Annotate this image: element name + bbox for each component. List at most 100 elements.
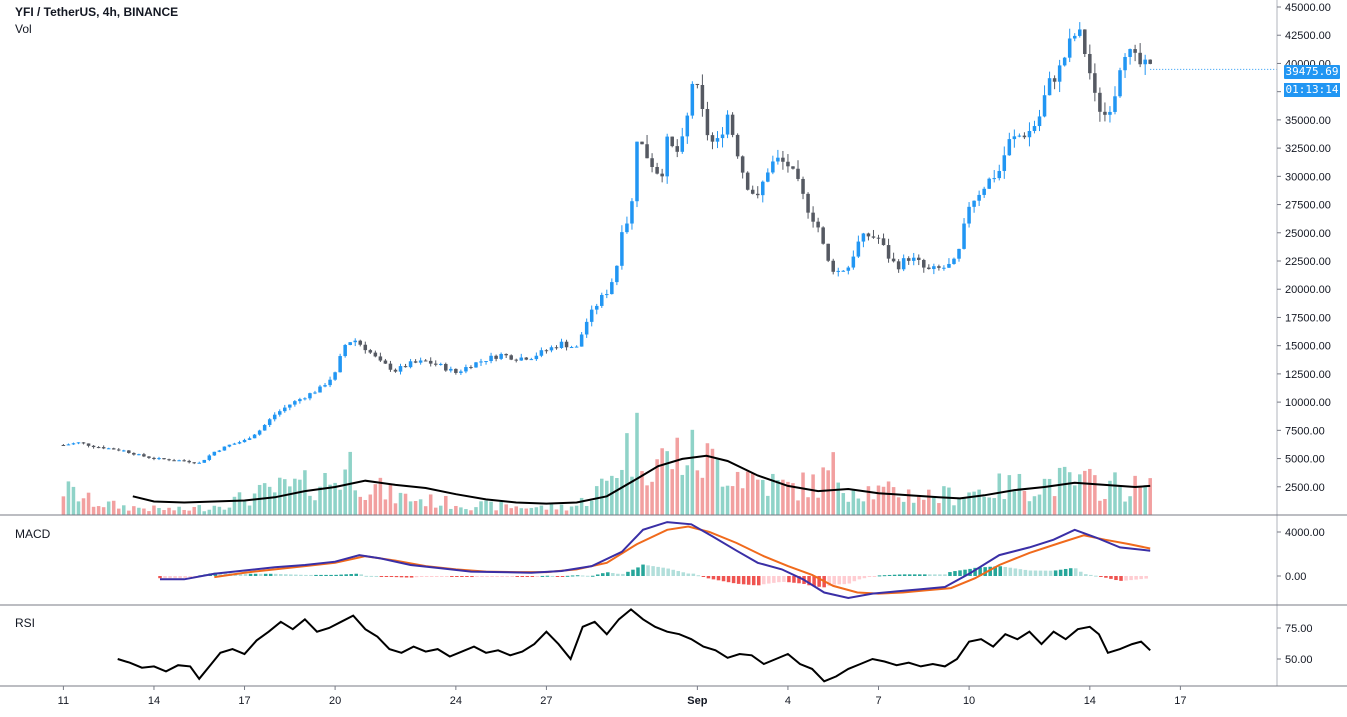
- macd-histogram-bar[interactable]: [480, 576, 484, 577]
- volume-bar[interactable]: [499, 501, 503, 515]
- rsi-pane[interactable]: [117, 608, 1151, 683]
- macd-histogram-bar[interactable]: [661, 567, 665, 576]
- candle[interactable]: [725, 114, 730, 135]
- macd-histogram-bar[interactable]: [1129, 576, 1133, 581]
- volume-bar[interactable]: [876, 485, 881, 515]
- volume-bar[interactable]: [423, 506, 428, 515]
- candle[interactable]: [952, 258, 956, 264]
- candle[interactable]: [1072, 35, 1077, 39]
- candle[interactable]: [368, 350, 373, 353]
- macd-histogram-bar[interactable]: [183, 576, 187, 579]
- macd-histogram-bar[interactable]: [631, 569, 635, 576]
- candle[interactable]: [816, 221, 820, 228]
- volume-bar[interactable]: [182, 509, 186, 515]
- volume-bar[interactable]: [574, 505, 579, 515]
- volume-bar[interactable]: [464, 509, 468, 515]
- macd-histogram-bar[interactable]: [1003, 566, 1008, 576]
- macd-histogram-bar[interactable]: [666, 568, 670, 576]
- volume-bar[interactable]: [750, 473, 755, 515]
- macd-histogram-bar[interactable]: [394, 576, 399, 578]
- volume-bar[interactable]: [866, 486, 871, 515]
- macd-histogram-bar[interactable]: [902, 574, 907, 576]
- candle[interactable]: [901, 258, 906, 270]
- macd-histogram-bar[interactable]: [289, 574, 293, 576]
- macd-label[interactable]: MACD: [15, 527, 51, 541]
- macd-histogram-bar[interactable]: [686, 573, 691, 576]
- macd-histogram-bar[interactable]: [1119, 576, 1123, 581]
- macd-histogram-bar[interactable]: [671, 569, 675, 576]
- macd-histogram-bar[interactable]: [852, 576, 857, 582]
- candle[interactable]: [1022, 135, 1027, 138]
- macd-histogram-bar[interactable]: [706, 576, 711, 579]
- volume-bar[interactable]: [252, 493, 257, 515]
- macd-histogram-bar[interactable]: [696, 575, 701, 577]
- volume-bar[interactable]: [106, 501, 111, 515]
- macd-histogram-bar[interactable]: [490, 576, 494, 577]
- candle[interactable]: [1093, 73, 1097, 93]
- volume-bar[interactable]: [841, 493, 846, 515]
- candle[interactable]: [574, 346, 579, 348]
- candle[interactable]: [137, 454, 141, 456]
- volume-bar[interactable]: [564, 510, 569, 515]
- candle[interactable]: [665, 136, 669, 177]
- candle[interactable]: [957, 248, 961, 259]
- candle[interactable]: [906, 258, 911, 261]
- volume-bar[interactable]: [670, 469, 674, 515]
- volume-bar[interactable]: [272, 492, 277, 515]
- macd-histogram-bar[interactable]: [369, 575, 374, 577]
- candle[interactable]: [283, 407, 287, 412]
- macd-histogram-bar[interactable]: [1058, 569, 1063, 576]
- volume-bar[interactable]: [1047, 478, 1052, 515]
- macd-histogram-bar[interactable]: [973, 567, 977, 576]
- volume-bar[interactable]: [635, 412, 639, 515]
- macd-histogram-bar[interactable]: [832, 576, 836, 585]
- candle[interactable]: [383, 360, 388, 364]
- volume-bar[interactable]: [922, 499, 926, 515]
- macd-histogram-bar[interactable]: [419, 576, 424, 577]
- candle[interactable]: [766, 172, 770, 182]
- candle[interactable]: [489, 355, 493, 362]
- macd-histogram-bar[interactable]: [1124, 576, 1128, 581]
- candle[interactable]: [705, 108, 710, 136]
- volume-bar[interactable]: [1088, 468, 1092, 515]
- candle[interactable]: [207, 455, 212, 460]
- volume-bar[interactable]: [383, 499, 388, 515]
- candle[interactable]: [242, 439, 247, 443]
- volume-bar[interactable]: [630, 476, 634, 515]
- macd-histogram-bar[interactable]: [434, 576, 439, 577]
- candle[interactable]: [982, 188, 986, 195]
- macd-histogram-bar[interactable]: [681, 572, 686, 576]
- candle[interactable]: [1148, 59, 1152, 64]
- macd-histogram-bar[interactable]: [1104, 576, 1108, 578]
- macd-histogram-bar[interactable]: [555, 576, 560, 577]
- macd-histogram-bar[interactable]: [364, 575, 369, 577]
- candle[interactable]: [1002, 155, 1007, 171]
- candle[interactable]: [388, 363, 393, 370]
- volume-bar[interactable]: [1128, 496, 1132, 515]
- macd-histogram-bar[interactable]: [782, 576, 786, 582]
- candle[interactable]: [298, 399, 302, 402]
- candle[interactable]: [549, 347, 554, 351]
- candle[interactable]: [1007, 139, 1012, 156]
- macd-histogram-bar[interactable]: [1043, 570, 1048, 576]
- candle[interactable]: [1118, 70, 1122, 97]
- candle[interactable]: [393, 369, 398, 372]
- candle[interactable]: [675, 146, 680, 152]
- candle[interactable]: [720, 134, 725, 139]
- candle[interactable]: [122, 450, 126, 452]
- candle[interactable]: [142, 454, 146, 457]
- volume-bar[interactable]: [459, 507, 463, 515]
- candle[interactable]: [454, 368, 458, 373]
- candle[interactable]: [1103, 111, 1107, 115]
- macd-histogram-bar[interactable]: [545, 575, 550, 577]
- candle[interactable]: [509, 355, 513, 360]
- candle[interactable]: [750, 189, 755, 194]
- volume-bar[interactable]: [111, 500, 116, 515]
- volume-bar[interactable]: [257, 484, 262, 515]
- candle[interactable]: [821, 227, 825, 244]
- candle[interactable]: [851, 256, 856, 268]
- volume-bar[interactable]: [1118, 485, 1122, 515]
- candle[interactable]: [735, 134, 740, 157]
- candle[interactable]: [1128, 49, 1132, 57]
- candle[interactable]: [237, 442, 242, 444]
